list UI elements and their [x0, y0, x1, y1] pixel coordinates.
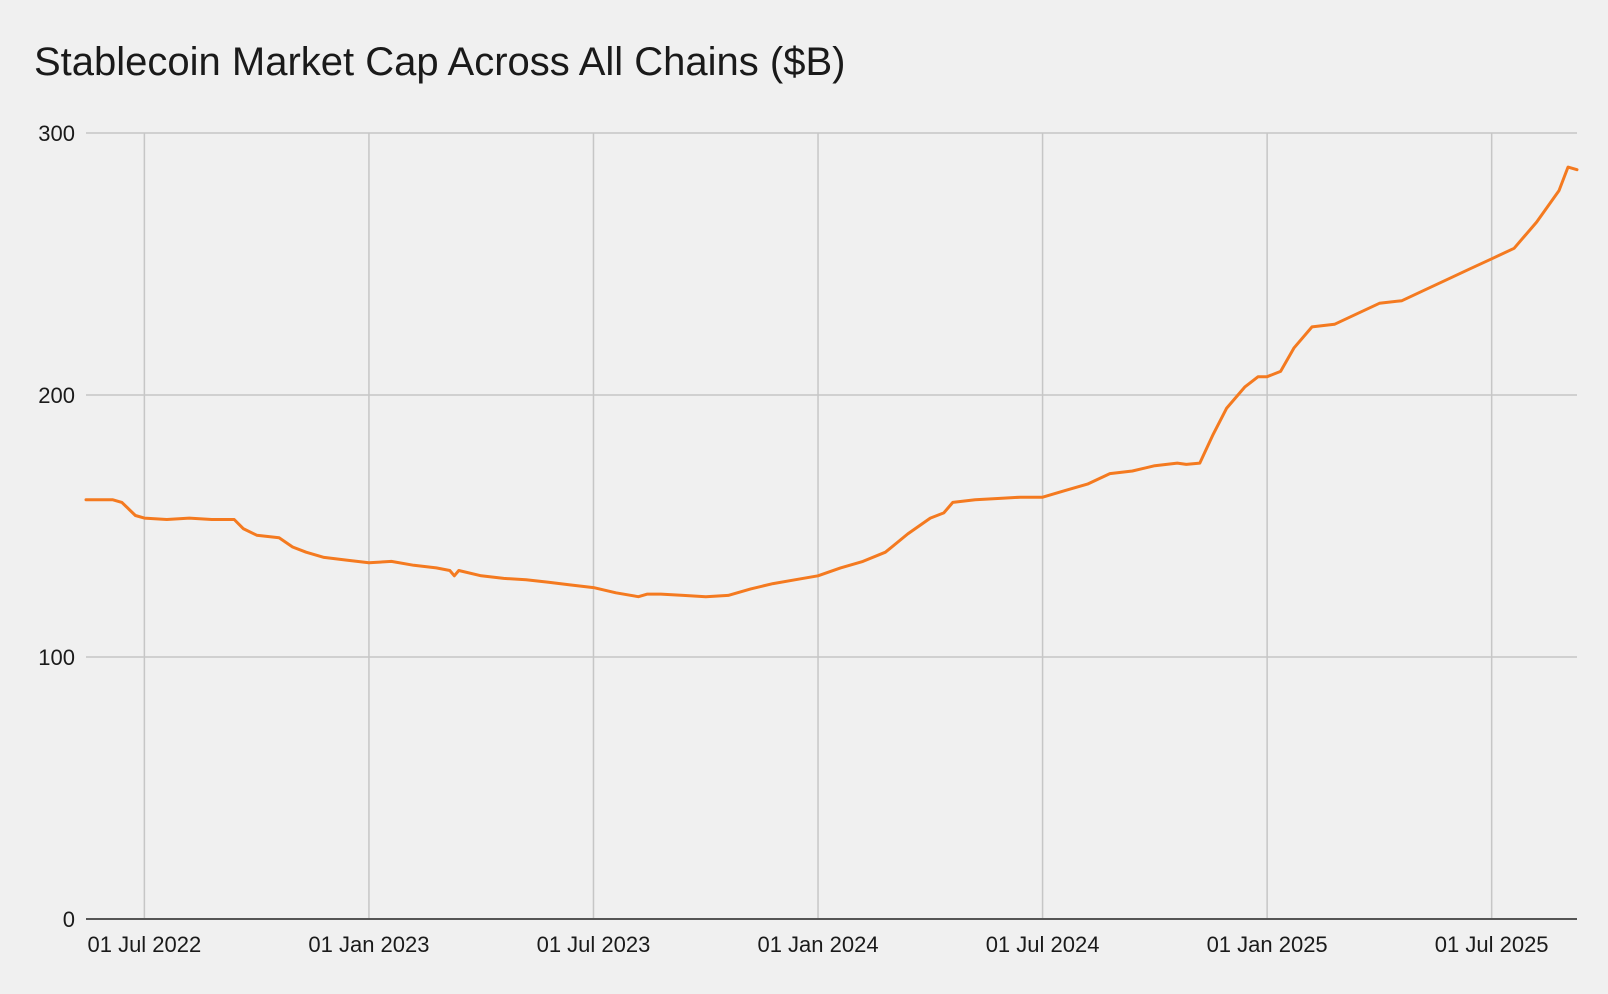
data-point-0-24 — [480, 575, 482, 577]
data-point-0-55 — [1131, 470, 1133, 472]
data-point-0-74 — [1468, 268, 1470, 270]
y-tick-label-200: 200 — [38, 383, 75, 408]
data-point-0-16 — [345, 559, 347, 561]
data-point-0-41 — [839, 567, 841, 569]
data-point-0-46 — [943, 512, 945, 514]
series-layer — [84, 165, 1579, 599]
data-point-0-38 — [772, 582, 774, 584]
y-tick-label-100: 100 — [38, 645, 75, 670]
data-point-0-23 — [458, 569, 460, 571]
x-tick-label-1: 01 Jan 2023 — [308, 932, 429, 957]
data-point-0-51 — [1041, 496, 1043, 498]
data-point-0-68 — [1333, 323, 1335, 325]
data-point-0-36 — [727, 594, 729, 596]
data-point-0-8 — [211, 518, 213, 520]
data-point-0-18 — [390, 560, 392, 562]
data-point-0-56 — [1154, 465, 1156, 467]
data-point-0-43 — [884, 551, 886, 553]
data-point-0-40 — [817, 575, 819, 577]
data-point-0-50 — [1019, 496, 1021, 498]
label-layer: 0 100 200 300 01 Jul 2022 01 Jan 2023 01 Jul 2… — [38, 121, 1548, 957]
data-point-0-2 — [112, 499, 114, 501]
data-point-0-17 — [368, 562, 370, 564]
data-point-0-31 — [637, 596, 639, 598]
data-point-0-54 — [1109, 472, 1111, 474]
data-point-0-45 — [929, 517, 931, 519]
data-point-0-21 — [449, 569, 451, 571]
data-point-0-4 — [134, 514, 136, 516]
data-point-0-63 — [1257, 376, 1259, 378]
data-point-0-28 — [570, 584, 572, 586]
data-point-0-37 — [750, 588, 752, 590]
data-point-0-7 — [188, 517, 190, 519]
data-point-0-33 — [660, 593, 662, 595]
data-point-0-70 — [1378, 302, 1380, 304]
data-point-0-57 — [1176, 462, 1178, 464]
data-point-0-60 — [1212, 433, 1214, 435]
data-point-0-71 — [1401, 300, 1403, 302]
data-point-0-9 — [233, 518, 235, 520]
data-point-0-3 — [121, 501, 123, 503]
data-point-0-44 — [907, 533, 909, 535]
data-point-0-26 — [525, 579, 527, 581]
data-point-0-72 — [1423, 289, 1425, 291]
data-point-0-15 — [323, 556, 325, 558]
data-point-0-78 — [1558, 189, 1560, 191]
data-point-0-13 — [291, 546, 293, 548]
data-point-0-64 — [1266, 376, 1268, 378]
x-tick-label-0: 01 Jul 2022 — [87, 932, 201, 957]
data-point-0-22 — [453, 575, 455, 577]
data-point-0-10 — [242, 527, 244, 529]
data-point-0-6 — [166, 518, 168, 520]
data-point-0-53 — [1086, 483, 1088, 485]
data-point-0-19 — [413, 564, 415, 566]
data-point-0-48 — [974, 499, 976, 501]
data-point-0-0 — [85, 499, 87, 501]
data-point-0-62 — [1244, 386, 1246, 388]
data-point-0-73 — [1446, 279, 1448, 281]
data-point-0-66 — [1293, 347, 1295, 349]
data-point-0-1 — [98, 499, 100, 501]
data-point-0-67 — [1311, 326, 1313, 328]
data-point-0-49 — [997, 497, 999, 499]
grid-layer — [86, 132, 1577, 919]
data-point-0-25 — [503, 577, 505, 579]
data-point-0-58 — [1185, 463, 1187, 465]
data-point-0-11 — [256, 534, 258, 536]
y-tick-label-300: 300 — [38, 121, 75, 146]
data-point-0-61 — [1226, 407, 1228, 409]
data-point-0-12 — [278, 537, 280, 539]
data-point-0-69 — [1356, 313, 1358, 315]
x-tick-label-4: 01 Jul 2024 — [986, 932, 1100, 957]
data-point-0-76 — [1513, 247, 1515, 249]
x-tick-label-3: 01 Jan 2024 — [757, 932, 878, 957]
data-point-0-5 — [143, 517, 145, 519]
x-tick-label-6: 01 Jul 2025 — [1435, 932, 1549, 957]
data-point-0-65 — [1279, 370, 1281, 372]
data-point-0-34 — [682, 594, 684, 596]
x-tick-label-2: 01 Jul 2023 — [537, 932, 651, 957]
x-tick-label-5: 01 Jan 2025 — [1207, 932, 1328, 957]
data-point-0-20 — [435, 567, 437, 569]
data-point-0-27 — [547, 581, 549, 583]
data-point-0-39 — [794, 579, 796, 581]
data-point-0-14 — [305, 551, 307, 553]
data-point-0-42 — [862, 560, 864, 562]
data-point-0-47 — [952, 501, 954, 503]
data-point-0-32 — [646, 593, 648, 595]
data-point-0-77 — [1535, 221, 1537, 223]
data-point-0-29 — [592, 586, 594, 588]
chart-title: Stablecoin Market Cap Across All Chains … — [34, 40, 846, 84]
data-point-0-52 — [1064, 489, 1066, 491]
series-line-0 — [84, 165, 1579, 599]
data-point-0-59 — [1199, 462, 1201, 464]
data-point-0-30 — [615, 592, 617, 594]
data-point-0-79 — [1567, 166, 1569, 168]
data-point-0-35 — [705, 596, 707, 598]
data-point-0-75 — [1491, 258, 1493, 260]
data-point-0-80 — [1576, 169, 1578, 171]
y-tick-label-0: 0 — [63, 907, 75, 932]
